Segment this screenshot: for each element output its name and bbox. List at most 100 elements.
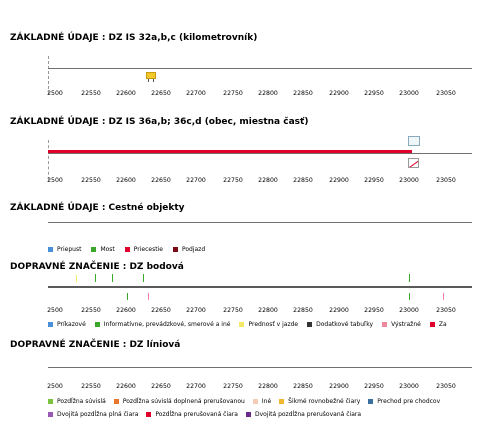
sign-marker[interactable] xyxy=(409,274,410,282)
sign-marker[interactable] xyxy=(112,274,113,282)
legend-swatch xyxy=(429,322,435,327)
axis-bodova: 2500 22550 22600 22650 22700 22750 22800 22850 2… xyxy=(0,305,500,319)
km-sign-icon[interactable] xyxy=(146,72,156,82)
sign-marker[interactable] xyxy=(148,293,149,300)
legend-label: Prednosť v jazde xyxy=(248,321,299,328)
track-line xyxy=(48,68,472,69)
legend-swatch xyxy=(239,322,245,327)
axis-tick-label: 22550 xyxy=(81,383,101,390)
sign-marker[interactable] xyxy=(143,274,144,282)
legend-item[interactable]: Prechod pre chodcov xyxy=(368,398,440,405)
axis-tick-label: 22900 xyxy=(329,307,349,314)
axis-tick-label: 22600 xyxy=(116,307,136,314)
axis-tick-label: 22750 xyxy=(223,90,243,97)
axis-tick-label: 22950 xyxy=(364,177,384,184)
legend-item[interactable]: Za xyxy=(429,321,447,328)
sign-marker[interactable] xyxy=(409,293,410,300)
axis-tick-label: 22950 xyxy=(364,307,384,314)
axis-tick-label: 22950 xyxy=(364,90,384,97)
obec-start-sign-icon[interactable] xyxy=(408,136,420,146)
axis-tick-label: 22550 xyxy=(81,177,101,184)
axis-tick-label: 22700 xyxy=(186,383,206,390)
legend-swatch xyxy=(279,399,285,404)
axis-start-line xyxy=(48,140,49,180)
section-title-obec: ZÁKLADNÉ ÚDAJE : DZ IS 36a,b; 36c,d (obe… xyxy=(10,117,309,127)
axis-tick-label: 22850 xyxy=(293,90,313,97)
legend-item[interactable]: Priepust xyxy=(48,246,81,253)
legend-item[interactable]: Šikmé rovnobežné čiary xyxy=(279,398,360,405)
sign-marker[interactable] xyxy=(443,293,444,300)
legend-label: Podjazd xyxy=(181,246,206,253)
legend-label: Priecestie xyxy=(133,246,163,253)
legend-swatch xyxy=(48,247,53,252)
legend-swatch xyxy=(146,412,152,417)
legend-item[interactable]: Prednosť v jazde xyxy=(239,321,298,328)
axis-tick-label: 23000 xyxy=(399,307,419,314)
axis-tick-label: 22650 xyxy=(151,307,171,314)
sign-marker[interactable] xyxy=(76,275,77,282)
axis-tick-label: 22950 xyxy=(364,383,384,390)
legend-item[interactable]: Informatívne, prevádzkové, smerové a iné xyxy=(94,321,230,328)
legend-item[interactable]: Dvojitá pozdĺžna plná čiara xyxy=(48,411,138,418)
legend-swatch xyxy=(368,399,374,404)
legend-item[interactable]: Výstražné xyxy=(382,321,421,328)
axis-tick-label: 2500 xyxy=(47,90,63,97)
section-title-bodova: DOPRAVNÉ ZNAČENIE : DZ bodová xyxy=(10,262,184,272)
axis-tick-label: 23000 xyxy=(399,383,419,390)
legend-label: Za xyxy=(438,321,447,328)
track-line xyxy=(48,153,472,154)
legend-swatch xyxy=(113,399,119,404)
legend-label: Prechod pre chodcov xyxy=(377,398,441,405)
sign-marker[interactable] xyxy=(95,274,96,282)
axis-tick-label: 22700 xyxy=(186,90,206,97)
legend-item[interactable]: Dvojitá pozdĺžna prerušovaná čiara xyxy=(245,411,362,418)
obec-end-sign-icon[interactable] xyxy=(408,158,419,168)
axis-tick-label: 22650 xyxy=(151,90,171,97)
legend-swatch xyxy=(94,322,100,327)
sign-marker[interactable] xyxy=(127,293,128,300)
legend-item[interactable]: Pozdĺžna súvislá xyxy=(48,398,106,405)
axis-tick-label: 22600 xyxy=(116,383,136,390)
axis-tick-label: 23050 xyxy=(436,383,456,390)
legend-item[interactable]: Príkazové xyxy=(48,321,86,328)
legend-item[interactable]: Podjazd xyxy=(172,246,206,253)
track-line xyxy=(48,222,472,223)
axis-tick-label: 22700 xyxy=(186,307,206,314)
legend-item[interactable]: Most xyxy=(91,246,115,253)
axis-tick-label: 22750 xyxy=(223,307,243,314)
axis-tick-label: 23050 xyxy=(436,90,456,97)
section-title-kilometrovnik: ZÁKLADNÉ ÚDAJE : DZ IS 32a,b,c (kilometr… xyxy=(10,33,258,43)
legend-item[interactable]: Iné xyxy=(252,398,272,405)
legend-swatch xyxy=(48,399,53,404)
legend-label: Výstražné xyxy=(391,321,421,328)
axis-tick-label: 22600 xyxy=(116,90,136,97)
legend-label: Šikmé rovnobežné čiary xyxy=(288,398,361,405)
legend-swatch xyxy=(252,399,258,404)
legend-item[interactable]: Priecestie xyxy=(124,246,163,253)
legend-swatch xyxy=(307,322,313,327)
legend-label: Pozdĺžna súvislá xyxy=(57,398,106,405)
axis-tick-label: 22550 xyxy=(81,307,101,314)
axis-tick-label: 22800 xyxy=(258,90,278,97)
legend-swatch xyxy=(48,322,53,327)
axis-tick-label: 23050 xyxy=(436,307,456,314)
axis-tick-label: 22600 xyxy=(116,177,136,184)
axis-tick-label: 22900 xyxy=(329,90,349,97)
legend-item[interactable]: Dodatkové tabuľky xyxy=(307,321,373,328)
legend-label: Dodatkové tabuľky xyxy=(316,321,374,328)
axis-tick-label: 22800 xyxy=(258,383,278,390)
obec-range-bar[interactable] xyxy=(48,150,412,153)
legend-label: Dvojitá pozdĺžna prerušovaná čiara xyxy=(254,411,362,418)
axis-tick-label: 22700 xyxy=(186,177,206,184)
legend-label: Príkazové xyxy=(57,321,86,328)
legend-swatch xyxy=(91,247,97,252)
legend-item[interactable]: Pozdĺžna súvislá doplnená prerušovanou xyxy=(113,398,245,405)
legend-label: Most xyxy=(100,246,115,253)
legend-label: Pozdĺžna prerušovaná čiara xyxy=(155,411,238,418)
axis-tick-label: 22850 xyxy=(293,177,313,184)
legend-swatch xyxy=(48,412,53,417)
axis-tick-label: 22800 xyxy=(258,177,278,184)
legend-item[interactable]: Pozdĺžna prerušovaná čiara xyxy=(146,411,238,418)
legend-label: Iné xyxy=(261,398,272,405)
track-line xyxy=(48,286,472,288)
